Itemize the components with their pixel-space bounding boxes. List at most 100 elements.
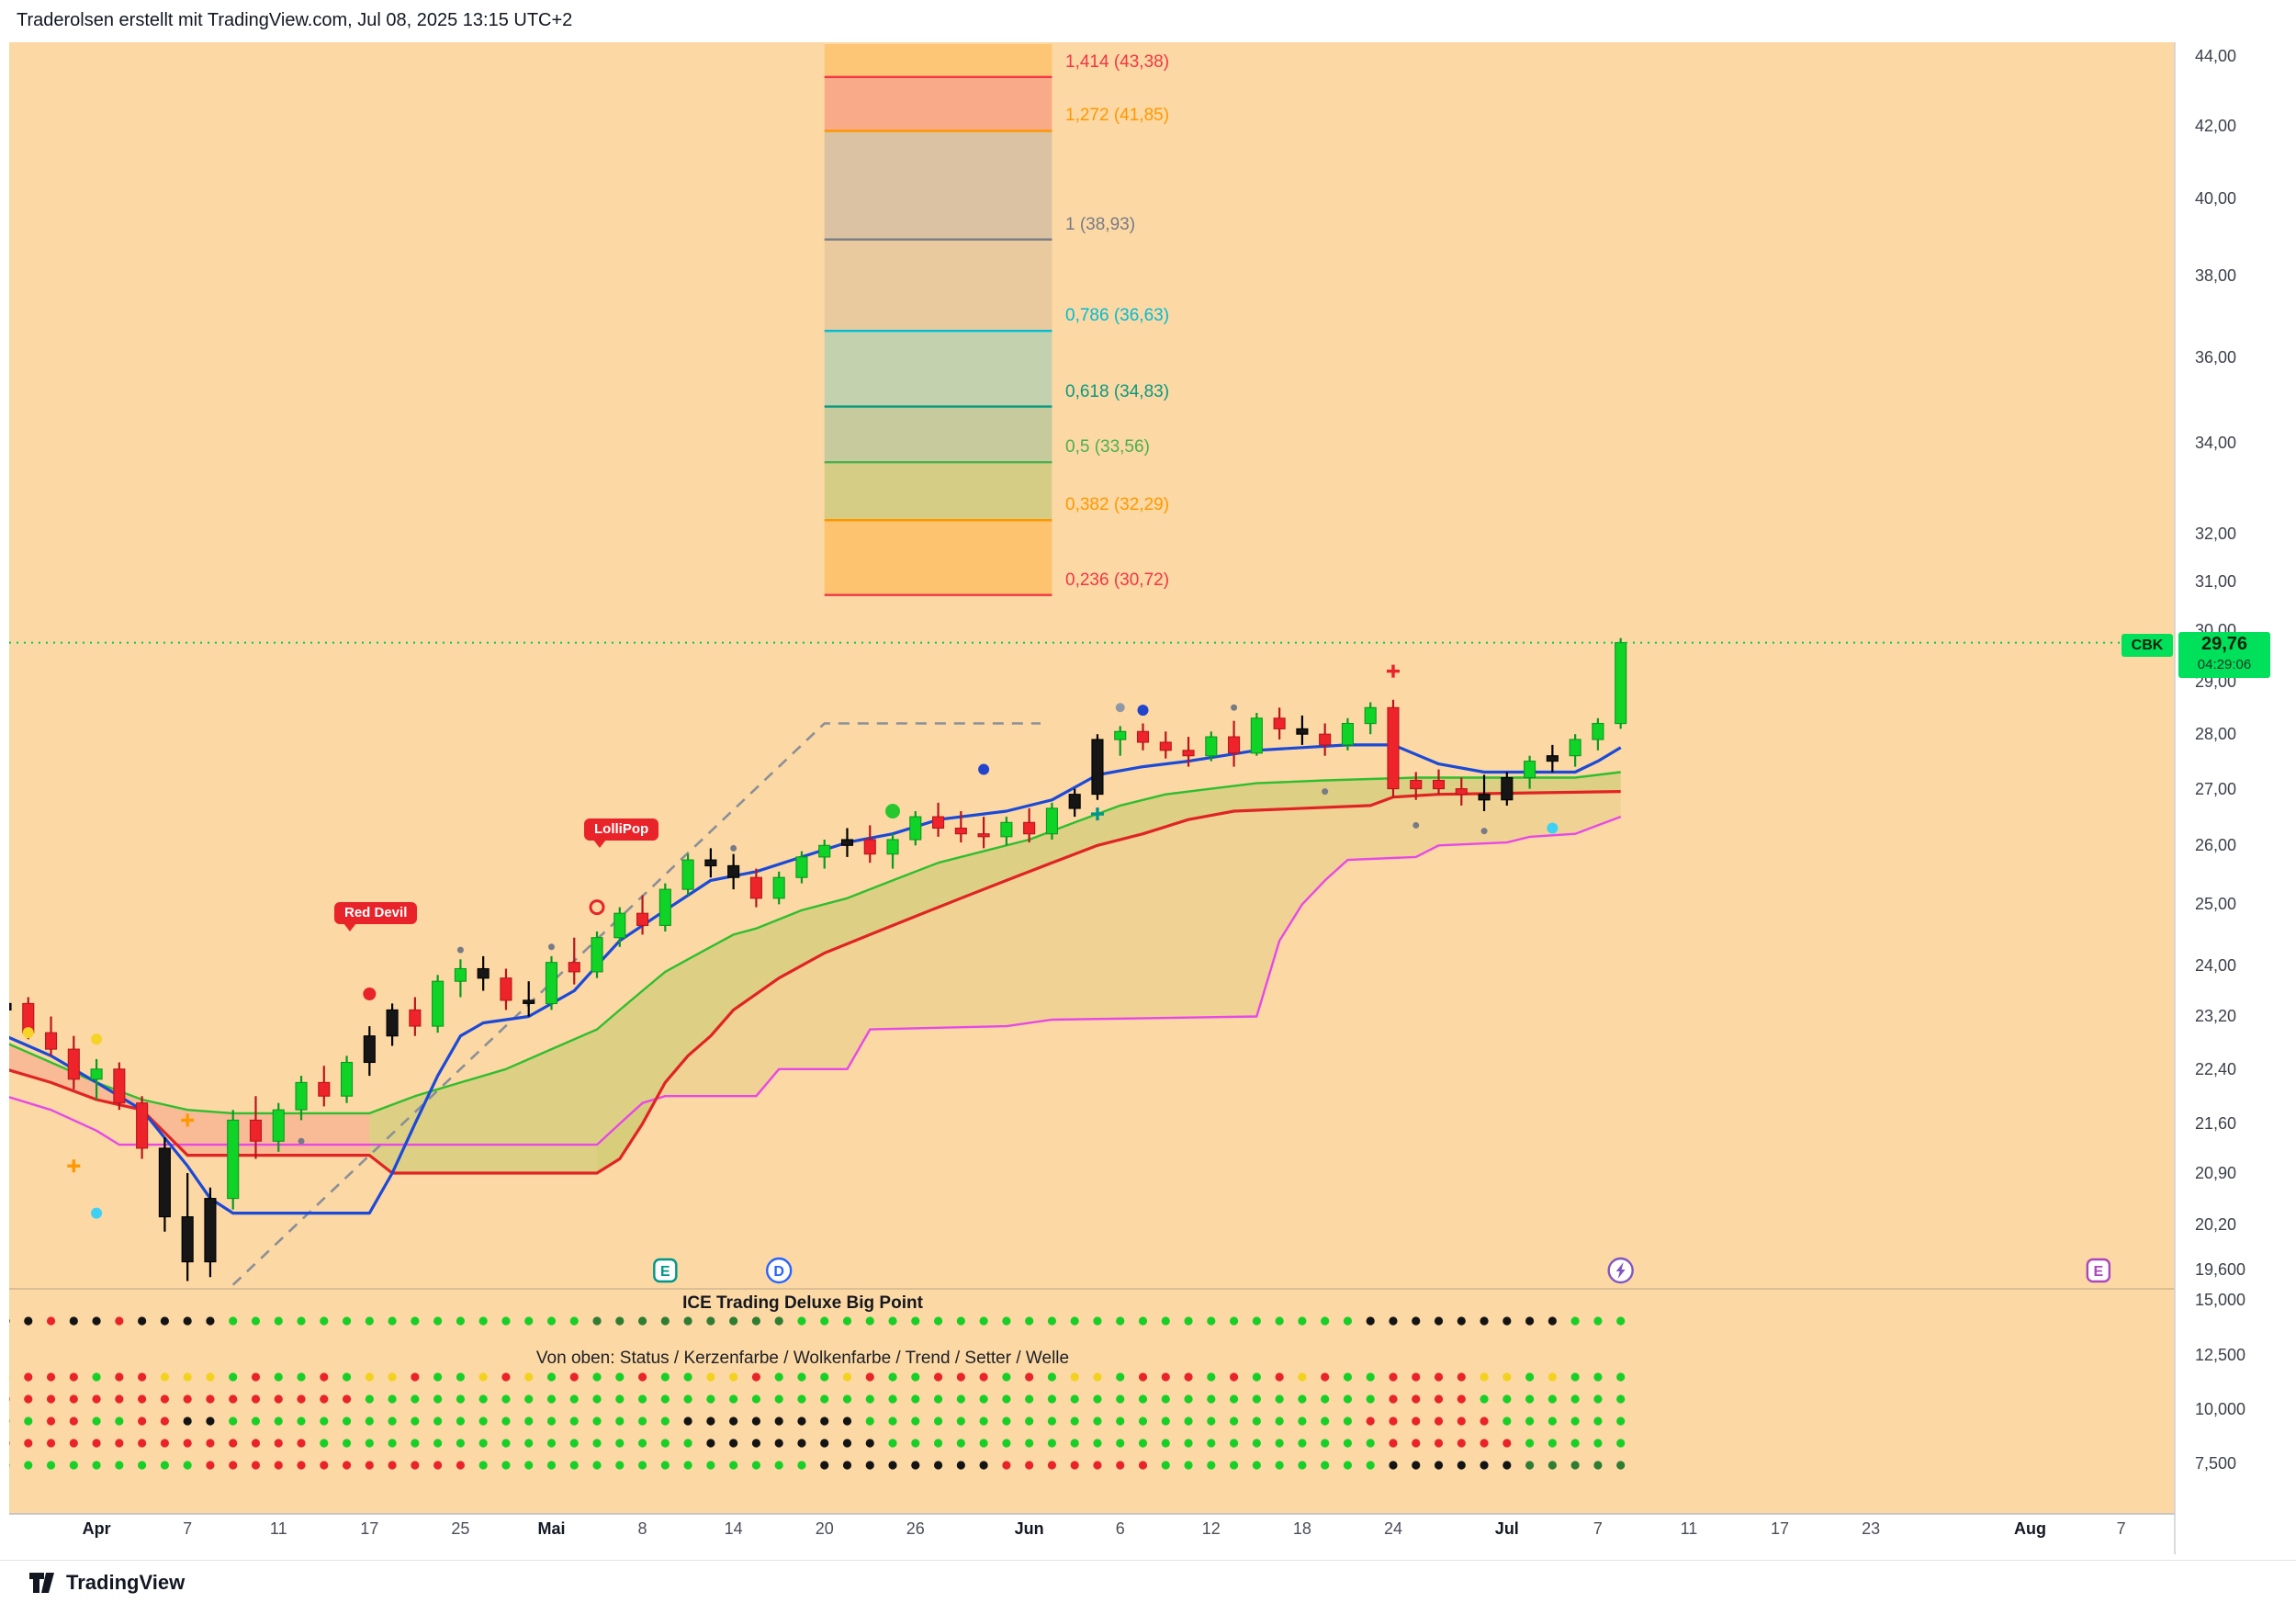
bigpoint-dot (229, 1439, 238, 1448)
bigpoint-dot (524, 1316, 534, 1326)
bigpoint-dot (1275, 1439, 1284, 1448)
candle-body (1319, 733, 1332, 746)
signal-dot (91, 1207, 103, 1219)
lollipop-badge[interactable]: LolliPop (584, 818, 659, 848)
bigpoint-dot (365, 1372, 374, 1382)
bigpoint-dot (956, 1461, 965, 1470)
bigpoint-dot (297, 1439, 306, 1448)
bigpoint-dot (24, 1439, 33, 1448)
bigpoint-dot (183, 1461, 192, 1470)
signal-dot (1322, 788, 1329, 796)
bigpoint-dot (297, 1394, 306, 1404)
trendline-dashed[interactable] (231, 722, 1041, 1286)
bigpoint-dot (1366, 1394, 1375, 1404)
bigpoint-dot (1593, 1316, 1603, 1326)
bigpoint-dot (729, 1461, 738, 1470)
bigpoint-dot (1252, 1316, 1261, 1326)
tradingview-brand-text[interactable]: TradingView (66, 1571, 186, 1594)
bigpoint-dot (1002, 1394, 1011, 1404)
bigpoint-dot (842, 1316, 852, 1326)
bigpoint-dot (751, 1372, 761, 1382)
candle-body (1569, 739, 1581, 757)
bigpoint-dot (138, 1316, 147, 1326)
candle-body (432, 980, 445, 1027)
bigpoint-dot (411, 1372, 420, 1382)
bigpoint-dot (1070, 1316, 1079, 1326)
bigpoint-dot (1184, 1372, 1193, 1382)
candle-body (704, 859, 717, 867)
bigpoint-dot (251, 1439, 261, 1448)
bigpoint-dot (160, 1439, 169, 1448)
bigpoint-dot (706, 1461, 715, 1470)
bigpoint-dot (342, 1439, 352, 1448)
bigpoint-dot (1525, 1394, 1535, 1404)
bigpoint-dot (1093, 1417, 1102, 1426)
bigpoint-dot (1184, 1394, 1193, 1404)
candle-body (67, 1048, 80, 1080)
bigpoint-dot (92, 1439, 101, 1448)
candle-body (363, 1035, 376, 1064)
event-marker-bolt-purple[interactable] (1607, 1257, 1634, 1284)
candle-body (1228, 736, 1241, 754)
bigpoint-dot (297, 1417, 306, 1426)
bigpoint-dot (251, 1461, 261, 1470)
event-marker-d-blue[interactable]: D (765, 1257, 793, 1284)
bigpoint-dot (456, 1316, 465, 1326)
bigpoint-dot (206, 1439, 215, 1448)
bigpoint-dot (865, 1439, 874, 1448)
bigpoint-dot (1161, 1439, 1170, 1448)
event-letter: D (773, 1264, 784, 1280)
red-devil-badge[interactable]: Red Devil (334, 902, 418, 931)
bigpoint-dot (1548, 1316, 1557, 1326)
bigpoint-dot (592, 1439, 602, 1448)
signal-dot (978, 763, 990, 775)
symbol-tag[interactable]: CBK (2122, 634, 2173, 657)
bigpoint-dot (820, 1417, 829, 1426)
bigpoint-dot (1002, 1417, 1011, 1426)
candle-body (318, 1081, 331, 1097)
bigpoint-dot (911, 1372, 920, 1382)
bigpoint-dot (615, 1372, 625, 1382)
bigpoint-dot (751, 1461, 761, 1470)
bigpoint-dot (729, 1439, 738, 1448)
ma-line-magenta[interactable] (6, 815, 1622, 1146)
bigpoint-dot (1389, 1461, 1398, 1470)
bigpoint-dot (433, 1439, 443, 1448)
signal-dot (1137, 705, 1149, 717)
ma-line-red[interactable] (6, 790, 1621, 1175)
bigpoint-dot (433, 1461, 443, 1470)
bigpoint-dot (1298, 1417, 1307, 1426)
bigpoint-dot (569, 1372, 579, 1382)
bigpoint-dot (46, 1316, 56, 1326)
bigpoint-dot (229, 1417, 238, 1426)
bigpoint-dot (706, 1394, 715, 1404)
bigpoint-dot (1002, 1439, 1011, 1448)
bigpoint-dot (1252, 1394, 1261, 1404)
last-price-badge[interactable]: 29,76 04:29:06 (2178, 632, 2270, 678)
bigpoint-dot (820, 1461, 829, 1470)
bigpoint-dot (1366, 1316, 1375, 1326)
bigpoint-dot (524, 1461, 534, 1470)
bigpoint-dot (1434, 1316, 1444, 1326)
bigpoint-dot (865, 1372, 874, 1382)
bigpoint-dot (1275, 1417, 1284, 1426)
bigpoint-dot (1570, 1316, 1580, 1326)
bigpoint-dot (729, 1394, 738, 1404)
tradingview-logo-icon[interactable] (28, 1569, 59, 1601)
bigpoint-dot (478, 1439, 488, 1448)
bigpoint-dot (1138, 1372, 1148, 1382)
bigpoint-dot (1275, 1372, 1284, 1382)
bigpoint-dot (637, 1316, 647, 1326)
event-marker-e-purple[interactable]: E (2086, 1258, 2111, 1283)
bigpoint-dot (706, 1372, 715, 1382)
signal-dot (1231, 704, 1238, 711)
event-marker-e-teal[interactable]: E (653, 1258, 678, 1283)
candle-body (1501, 776, 1514, 801)
candle-body (1273, 717, 1286, 729)
bigpoint-dot (1229, 1394, 1239, 1404)
bigpoint-dot (592, 1394, 602, 1404)
candle-body (1114, 730, 1127, 740)
bigpoint-dot (115, 1417, 124, 1426)
bigpoint-dot (478, 1461, 488, 1470)
